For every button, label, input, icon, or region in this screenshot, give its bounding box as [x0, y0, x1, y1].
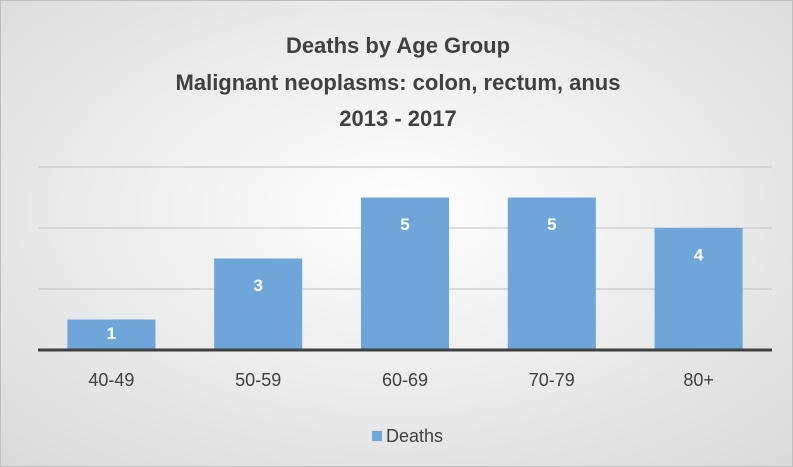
chart-subtitle: Malignant neoplasms: colon, rectum, anus	[176, 70, 621, 95]
x-tick-label: 50-59	[235, 370, 281, 390]
data-label: 1	[107, 324, 116, 343]
bar	[214, 258, 303, 350]
x-tick-label: 80+	[683, 370, 714, 390]
data-label: 5	[400, 215, 409, 234]
legend-swatch	[372, 431, 382, 441]
bar	[507, 197, 596, 350]
x-tick-label: 70-79	[529, 370, 575, 390]
data-label: 5	[547, 215, 556, 234]
bar	[67, 319, 156, 350]
data-label: 4	[694, 245, 704, 264]
bar	[360, 197, 450, 350]
chart-subtitle: 2013 - 2017	[339, 106, 456, 131]
x-tick-label: 40-49	[88, 370, 134, 390]
x-tick-label: 60-69	[382, 370, 428, 390]
bar	[654, 228, 743, 350]
legend-label: Deaths	[386, 426, 443, 446]
data-label: 3	[253, 276, 262, 295]
chart-title: Deaths by Age Group	[286, 33, 510, 58]
